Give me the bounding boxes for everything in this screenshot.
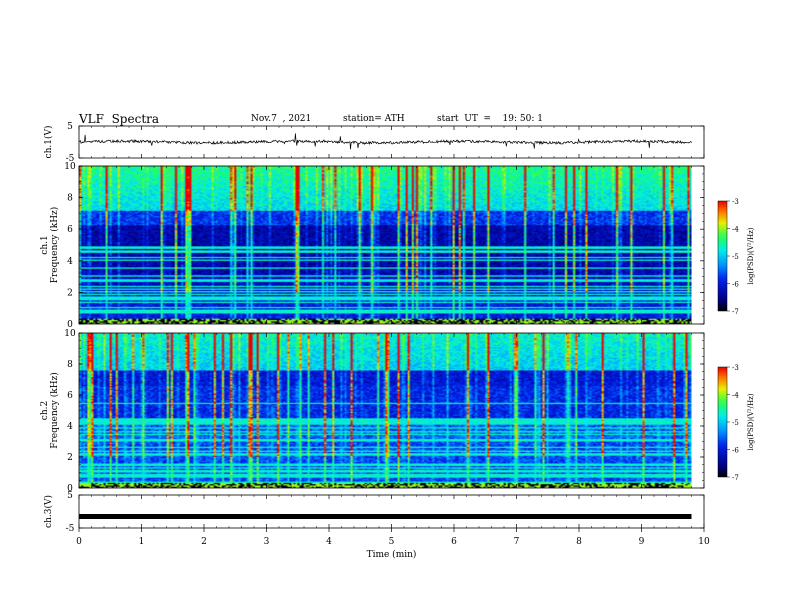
ch1-colorbar-tick-label: -7 xyxy=(732,308,739,316)
x-tick-label: 10 xyxy=(698,537,710,547)
ch1-spectrogram-ylabel: ch.1Frequency (kHz) xyxy=(40,207,60,284)
ch3-waveform-ylabel: ch.3(V) xyxy=(43,495,54,528)
start-ut-label: start UT = 19: 50: 1 xyxy=(437,114,543,124)
date-label: Nov.7 , 2021 xyxy=(251,114,312,124)
ch1-spec-y-tick-label: 2 xyxy=(67,288,73,298)
x-tick-label: 7 xyxy=(514,537,520,547)
ch1-spectrogram-image xyxy=(79,166,692,324)
ch2-colorbar-tick-label: -4 xyxy=(732,392,739,400)
x-tick-label: 3 xyxy=(264,537,270,547)
ch1-waveform-line xyxy=(78,133,692,150)
ch2-spec-y-tick-label: 8 xyxy=(67,360,73,370)
ch2-spec-y-tick-label: 2 xyxy=(67,453,73,463)
station-label: station= ATH xyxy=(343,114,405,124)
x-tick-label: 8 xyxy=(576,537,582,547)
ch1-colorbar-tick-label: -4 xyxy=(732,226,739,234)
ch2-colorbar-tick-label: -5 xyxy=(732,419,739,427)
x-axis-label: Time (min) xyxy=(367,549,417,560)
ch2-spectrogram-ylabel: ch.2Frequency (kHz) xyxy=(40,372,60,449)
ch1-colorbar-tick-label: -6 xyxy=(732,281,739,289)
ch1-waveform-ylabel: ch.1(V) xyxy=(43,126,54,159)
ch1-spec-y-tick-label: 6 xyxy=(67,225,73,235)
ch2-spec-y-tick-label: 6 xyxy=(67,391,73,401)
ch3-wave-y-tick-label: 5 xyxy=(67,491,73,501)
ch2-colorbar xyxy=(717,366,728,478)
x-tick-label: 5 xyxy=(389,537,395,547)
x-tick-label: 2 xyxy=(201,537,207,547)
ch1-spec-y-tick-label: 10 xyxy=(64,162,76,172)
ch1-colorbar-label: log(PSD)(V²/Hz) xyxy=(747,227,755,284)
ch3-panel-frame xyxy=(78,494,705,529)
x-tick-label: 6 xyxy=(451,537,457,547)
ch3-wave-y-tick-label: -5 xyxy=(66,524,75,534)
ch1-spec-y-tick-label: 0 xyxy=(67,320,73,330)
ch2-colorbar-tick-label: -7 xyxy=(732,474,739,482)
x-tick-label: 0 xyxy=(76,537,82,547)
ch2-colorbar-label: log(PSD)(V²/Hz) xyxy=(747,393,755,450)
x-tick-label: 1 xyxy=(139,537,145,547)
chart-title: VLF Spectra xyxy=(79,112,160,126)
ch1-spec-y-tick-label: 4 xyxy=(67,257,73,267)
ch2-spectrogram-image xyxy=(79,333,692,488)
ch2-spec-y-tick-label: 0 xyxy=(67,484,73,494)
ch1-colorbar-tick-label: -5 xyxy=(732,253,739,261)
ch1-wave-y-tick-label: -5 xyxy=(66,154,75,164)
x-tick-label: 4 xyxy=(326,537,332,547)
ch2-colorbar-tick-label: -3 xyxy=(732,364,739,372)
ch1-colorbar-tick-label: -3 xyxy=(732,198,739,206)
ch2-spec-y-tick-label: 10 xyxy=(64,329,76,339)
x-tick-label: 9 xyxy=(639,537,645,547)
ch1-spec-y-tick-label: 8 xyxy=(67,194,73,204)
ch1-colorbar xyxy=(717,200,728,312)
ch1-wave-y-tick-label: 5 xyxy=(67,122,73,132)
ch2-spec-y-tick-label: 4 xyxy=(67,422,73,432)
ch2-colorbar-tick-label: -6 xyxy=(732,447,739,455)
